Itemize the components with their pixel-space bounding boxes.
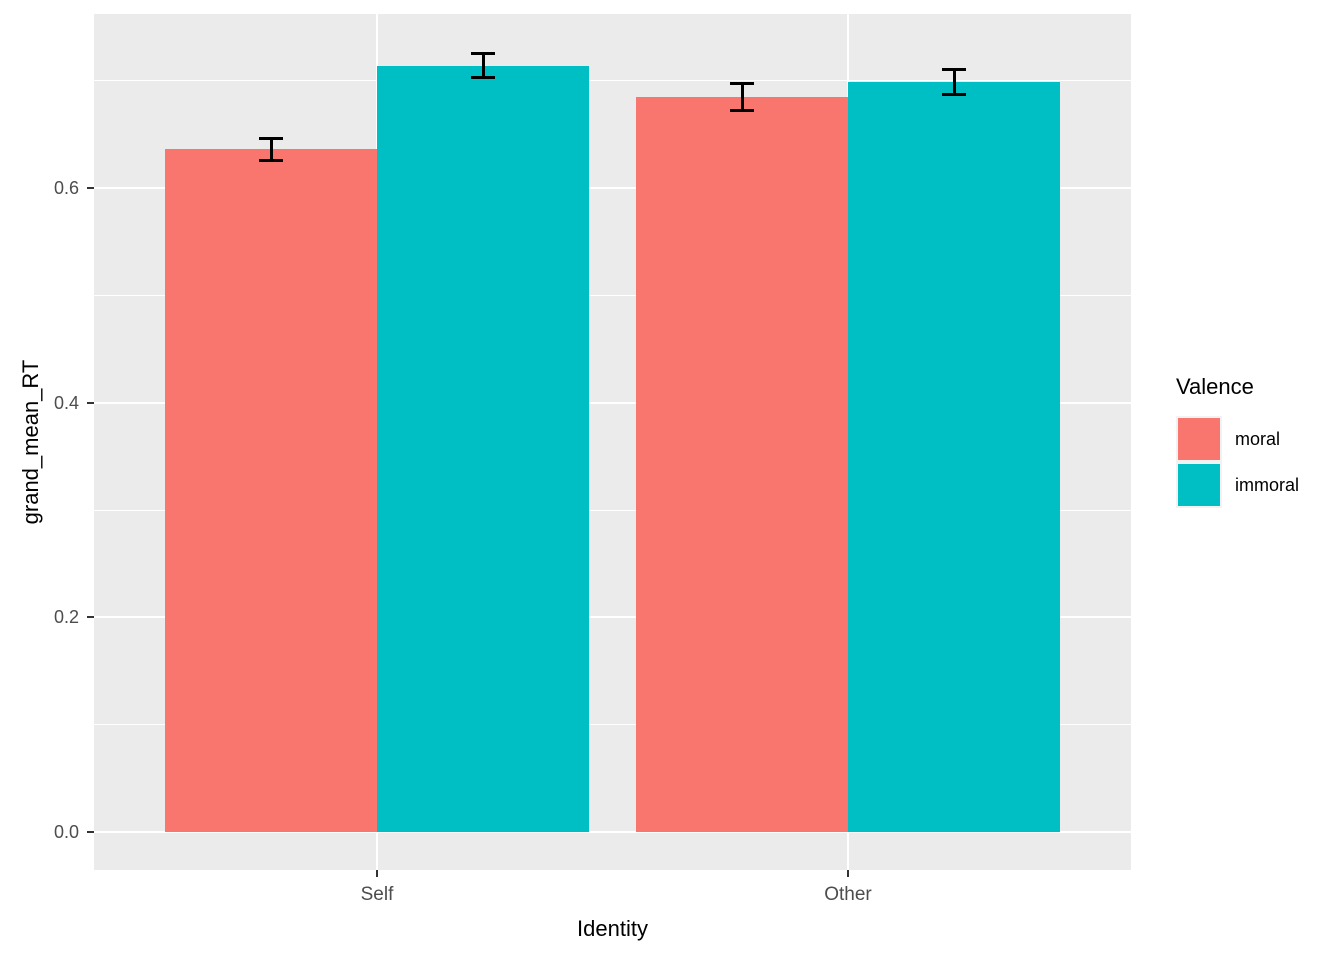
gridline-major <box>94 831 1131 833</box>
plot-panel <box>94 14 1131 870</box>
y-axis-tick-mark <box>87 187 94 190</box>
gridline-minor <box>94 724 1131 726</box>
error-bar-cap-bottom <box>730 108 754 112</box>
y-axis-tick-mark <box>87 831 94 833</box>
legend-label: moral <box>1235 428 1281 449</box>
error-bar-stem <box>952 69 956 94</box>
y-axis-tick-label: 0.6 <box>53 178 79 199</box>
x-axis-tick-mark <box>847 870 849 877</box>
legend-item-moral: moral <box>1176 416 1344 462</box>
error-bar-cap-bottom <box>942 92 966 96</box>
gridline-major <box>94 401 1131 404</box>
legend-swatch-immoral <box>1176 462 1222 508</box>
error-bar-cap-bottom <box>471 76 495 80</box>
legend-items: moral immoral <box>1176 416 1344 508</box>
error-bar-stem <box>269 138 273 161</box>
bar-self-moral <box>165 149 377 832</box>
legend: Valence moral immoral <box>1176 374 1344 508</box>
y-axis-tick-label: 0.4 <box>53 392 79 413</box>
legend-title: Valence <box>1176 374 1254 399</box>
y-axis-tick-label: 0.2 <box>53 607 79 628</box>
bar-other-moral <box>636 96 848 832</box>
x-axis-tick-label-self: Self <box>360 884 394 905</box>
gridline-minor <box>94 80 1131 82</box>
bar-self-immoral <box>377 65 589 832</box>
error-bar-cap-top <box>259 136 283 140</box>
gridline-minor <box>94 294 1131 296</box>
gridline-major <box>94 187 1131 190</box>
y-axis-tick-mark <box>87 401 94 404</box>
error-bar-stem <box>481 53 485 78</box>
y-axis-tick-label: 0.0 <box>53 822 79 842</box>
y-axis-tick-mark <box>87 616 94 619</box>
error-bar-cap-bottom <box>259 159 283 163</box>
x-axis-tick-mark <box>376 870 378 877</box>
error-bar-cap-top <box>730 81 754 85</box>
error-bar-cap-top <box>942 67 966 71</box>
y-axis-title: grand_mean_RT <box>18 359 43 525</box>
x-axis-title: Identity <box>577 916 648 941</box>
legend-item-immoral: immoral <box>1176 462 1344 508</box>
gridline-minor <box>94 509 1131 511</box>
x-axis-tick-label-other: Other <box>824 884 872 905</box>
gridline-major <box>94 616 1131 619</box>
bar-other-immoral <box>848 81 1060 832</box>
legend-swatch-moral <box>1176 416 1222 462</box>
error-bar-cap-top <box>471 51 495 55</box>
legend-label: immoral <box>1235 474 1300 495</box>
error-bar-stem <box>740 83 744 110</box>
